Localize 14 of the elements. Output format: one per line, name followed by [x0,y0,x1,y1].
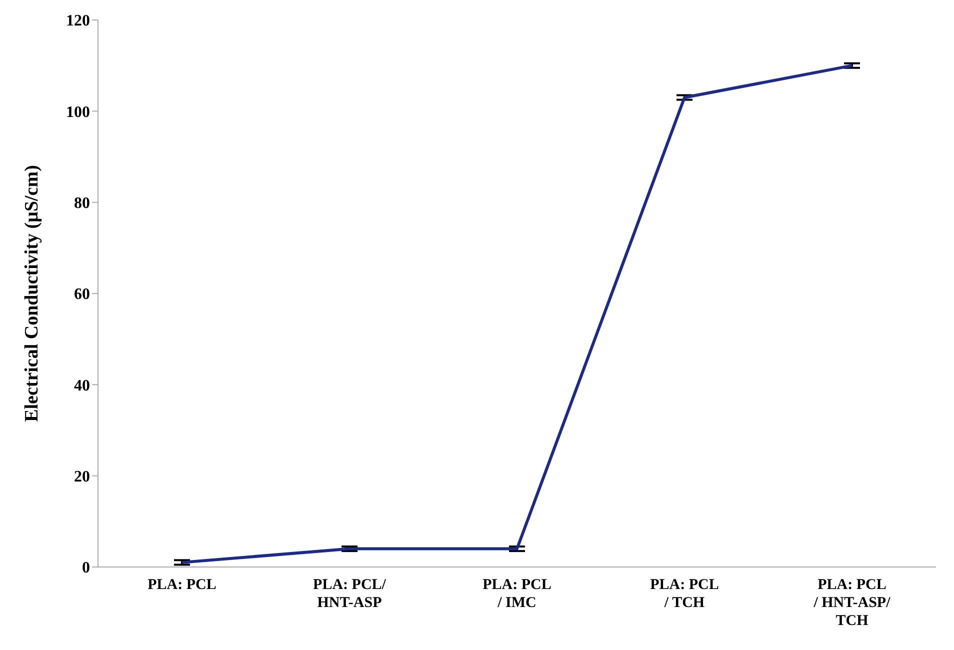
x-tick-label: PLA: PCL/ HNT-ASP [313,577,387,611]
y-tick-label: 120 [66,12,90,30]
x-tick-label: PLA: PCL [148,577,216,593]
x-tick-label: PLA: PCL / HNT-ASP/ TCH [812,577,892,629]
y-tick-label: 20 [74,468,90,486]
y-axis-title: Electrical Conductivity (µS/cm) [22,165,43,422]
y-tick-label: 40 [74,377,90,394]
x-tick-label: PLA: PCL / TCH [650,577,719,611]
y-tick-label: 100 [66,104,90,121]
line-series [180,64,854,564]
y-tick-label: 80 [74,195,90,212]
y-tick-label: 60 [74,286,90,304]
y-tick-label: 0 [82,560,90,577]
x-tick-label: PLA: PCL / IMC [482,577,552,611]
